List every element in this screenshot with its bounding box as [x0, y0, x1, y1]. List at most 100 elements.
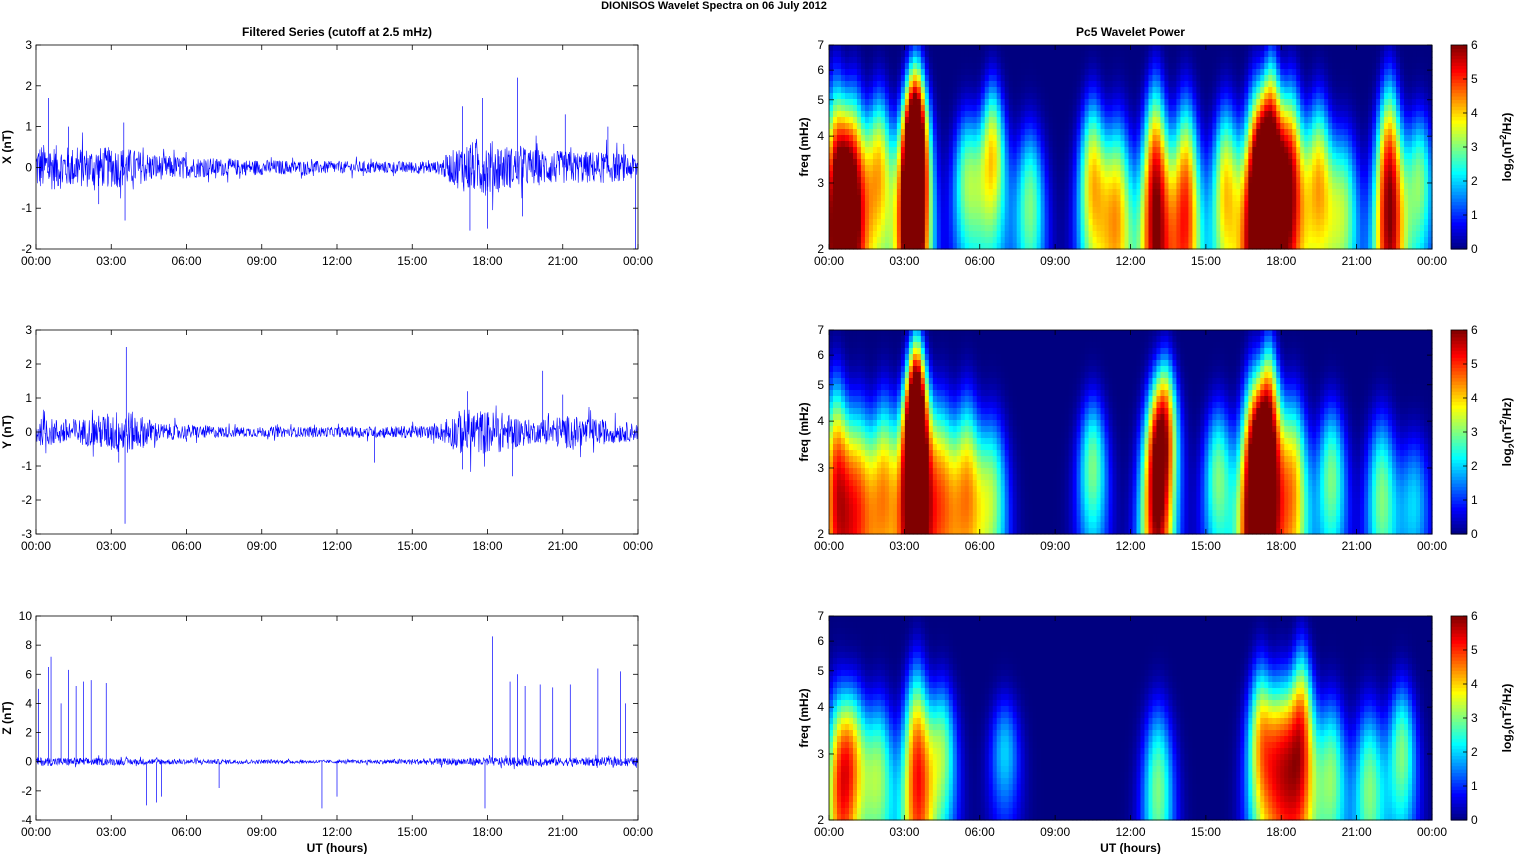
x-tick-label: 12:00	[322, 825, 352, 839]
heatmap-cell	[1028, 171, 1034, 178]
heatmap-cell	[996, 63, 1002, 70]
heatmap-cell	[1156, 177, 1162, 184]
heatmap-cell	[829, 93, 834, 100]
heatmap-cell	[1256, 189, 1261, 196]
heatmap-cell	[1152, 147, 1158, 154]
x-tick-label: 18:00	[472, 539, 502, 553]
heatmap-cell	[1184, 195, 1189, 202]
heatmap-cell	[1276, 111, 1281, 118]
heatmap-cell	[984, 75, 990, 82]
heatmap-cell	[1168, 213, 1174, 220]
heatmap-cell	[844, 213, 850, 220]
heatmap-cell	[1232, 213, 1237, 220]
heatmap-cell	[848, 105, 854, 112]
heatmap-cell	[1276, 141, 1281, 148]
heatmap-cell	[1204, 147, 1209, 154]
heatmap-cell	[924, 93, 930, 100]
heatmap-cell	[1152, 45, 1158, 52]
heatmap-cell	[1384, 189, 1389, 196]
heatmap-cell	[944, 159, 950, 166]
heatmap-cell	[1148, 225, 1154, 232]
heatmap-cell	[829, 207, 834, 214]
heatmap-cell	[1416, 69, 1421, 76]
heatmap-cell	[1108, 105, 1114, 112]
heatmap-cell	[1100, 201, 1106, 208]
heatmap-cell	[1128, 57, 1134, 64]
heatmap-cell	[868, 135, 874, 142]
heatmap-cell	[972, 45, 978, 52]
heatmap-cell	[988, 75, 994, 82]
heatmap-cell	[1120, 117, 1126, 124]
heatmap-cell	[868, 183, 874, 190]
heatmap-cell	[1136, 147, 1142, 154]
heatmap-cell	[888, 231, 894, 238]
heatmap-cell	[1024, 93, 1030, 100]
heatmap-cell	[1148, 195, 1154, 202]
heatmap-cell	[1176, 45, 1182, 52]
heatmap-cell	[1220, 123, 1225, 130]
heatmap-cell	[1232, 207, 1237, 214]
heatmap-cell	[1112, 57, 1118, 64]
heatmap-cell	[1196, 57, 1201, 64]
heatmap-cell	[1296, 219, 1301, 226]
heatmap-cell	[1248, 189, 1253, 196]
heatmap-cell	[1204, 219, 1209, 226]
heatmap-cell	[1056, 57, 1062, 64]
heatmap-cell	[1356, 87, 1361, 94]
heatmap-cell	[1232, 117, 1237, 124]
heatmap-cell	[992, 75, 998, 82]
heatmap-cell	[1408, 75, 1413, 82]
heatmap-cell	[888, 147, 894, 154]
heatmap-cell	[1112, 123, 1118, 130]
heatmap-cell	[1220, 219, 1225, 226]
heatmap-cell	[856, 93, 862, 100]
heatmap-cell	[860, 195, 866, 202]
heatmap-cell	[1144, 219, 1150, 226]
heatmap-cell	[1156, 51, 1162, 58]
heatmap-cell	[1032, 135, 1038, 142]
heatmap-cell	[1280, 177, 1285, 184]
heatmap-cell	[1060, 135, 1066, 142]
heatmap-cell	[968, 183, 974, 190]
heatmap-cell	[1264, 87, 1269, 94]
heatmap-cell	[1020, 69, 1026, 76]
heatmap-cell	[1148, 45, 1154, 52]
heatmap-cell	[1128, 225, 1134, 232]
heatmap-cell	[1132, 87, 1138, 94]
heatmap-cell	[1160, 165, 1166, 172]
heatmap-cell	[1036, 129, 1042, 136]
heatmap-cell	[1400, 129, 1405, 136]
heatmap-cell	[1244, 225, 1249, 232]
heatmap-cell	[1132, 195, 1138, 202]
heatmap-cell	[1060, 159, 1066, 166]
heatmap-cell	[1012, 231, 1018, 238]
heatmap-cell	[1032, 51, 1038, 58]
heatmap-cell	[1176, 123, 1182, 130]
heatmap-cell	[1344, 111, 1349, 118]
heatmap-cell	[1296, 57, 1301, 64]
heatmap-cell	[1072, 69, 1078, 76]
heatmap-cell	[1096, 219, 1102, 226]
heatmap-cell	[1304, 93, 1309, 100]
heatmap-cell	[1200, 189, 1205, 196]
y-tick-label: -3	[21, 527, 32, 541]
heatmap-cell	[1264, 177, 1269, 184]
heatmap-cell	[1232, 219, 1237, 226]
heatmap-cell	[1260, 57, 1265, 64]
heatmap-cell	[996, 177, 1002, 184]
heatmap-cell	[892, 99, 898, 106]
heatmap-cell	[1120, 189, 1126, 196]
heatmap-cell	[1240, 87, 1245, 94]
heatmap-cell	[1024, 177, 1030, 184]
heatmap-cell	[1328, 165, 1333, 172]
heatmap-cell	[1316, 207, 1321, 214]
heatmap-cell	[1148, 81, 1154, 88]
heatmap-cell	[832, 129, 838, 136]
heatmap-cell	[1248, 177, 1253, 184]
heatmap-cell	[1004, 153, 1010, 160]
heatmap-cell	[1264, 123, 1269, 130]
y-tick-label: 4	[25, 696, 32, 710]
heatmap-cell	[1204, 141, 1209, 148]
heatmap-cell	[1068, 45, 1074, 52]
